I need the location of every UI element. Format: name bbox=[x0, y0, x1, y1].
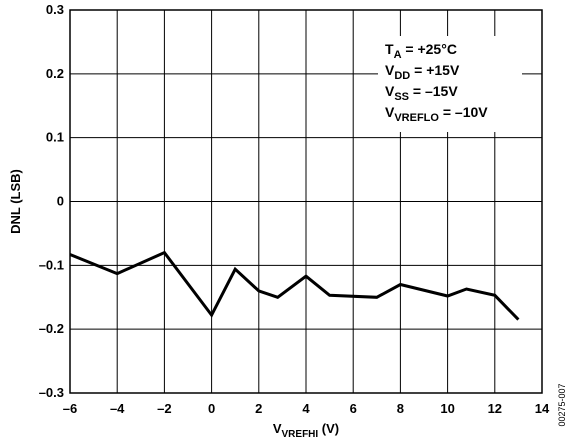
y-tick-label: 0.1 bbox=[46, 130, 64, 145]
x-tick-label: 4 bbox=[302, 401, 310, 416]
grid bbox=[70, 10, 542, 393]
condition-line: VDD = +15V bbox=[385, 62, 460, 82]
plot-frame bbox=[69, 9, 543, 394]
x-axis-label: VVREFHI (V) bbox=[273, 421, 339, 440]
figure-id: 00275-007 bbox=[557, 383, 567, 426]
series-group bbox=[69, 250, 520, 321]
y-tick-label: –0.1 bbox=[39, 257, 64, 272]
conditions-box bbox=[378, 36, 522, 132]
x-tick-label: 10 bbox=[440, 401, 454, 416]
x-axis-label-subscript: VREFHI bbox=[282, 429, 319, 440]
x-axis-label-main: V bbox=[273, 421, 282, 436]
y-tick-label: –0.2 bbox=[39, 321, 64, 336]
y-axis-label: DNL (LSB) bbox=[8, 169, 23, 234]
y-tick-label: 0 bbox=[57, 194, 64, 209]
x-tick-label: –4 bbox=[110, 401, 125, 416]
x-axis-label-unit: (V) bbox=[318, 421, 339, 436]
condition-line: TA = +25°C bbox=[385, 41, 457, 61]
x-tick-label: 8 bbox=[397, 401, 404, 416]
x-tick-label: 12 bbox=[488, 401, 502, 416]
x-tick-label: 14 bbox=[535, 401, 550, 416]
y-tick-labels: 0.3 0.2 0.1 0 –0.1 –0.2 –0.3 bbox=[39, 2, 64, 400]
y-tick-label: 0.3 bbox=[46, 2, 64, 17]
y-tick-label: –0.3 bbox=[39, 385, 64, 400]
x-tick-label: 0 bbox=[208, 401, 215, 416]
series-line bbox=[69, 250, 520, 321]
x-tick-label: 6 bbox=[350, 401, 357, 416]
condition-line: VSS = –15V bbox=[385, 83, 458, 103]
y-tick-label: 0.2 bbox=[46, 66, 64, 81]
x-tick-label: –2 bbox=[157, 401, 171, 416]
condition-line: VVREFLO = –10V bbox=[385, 104, 488, 124]
x-tick-label: –6 bbox=[63, 401, 77, 416]
x-tick-label: 2 bbox=[255, 401, 262, 416]
x-tick-labels: –6 –4 –2 0 2 4 6 8 10 12 14 bbox=[63, 401, 550, 416]
